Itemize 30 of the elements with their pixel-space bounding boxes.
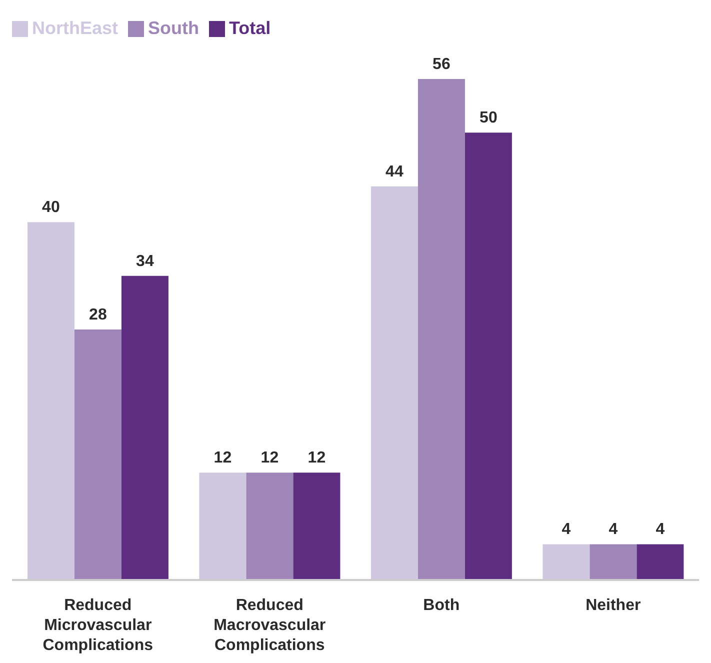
bar	[121, 276, 168, 580]
bar	[74, 330, 122, 580]
legend-label: South	[148, 18, 200, 38]
data-label: 50	[480, 110, 498, 127]
bar	[542, 544, 590, 580]
bar	[199, 472, 246, 580]
x-tick-label: Reduced Microvascular Complications	[42, 597, 154, 654]
data-label: 4	[562, 521, 571, 538]
x-tick-label: Both	[423, 597, 460, 614]
data-label: 56	[432, 56, 450, 73]
data-label: 44	[386, 163, 404, 180]
legend-label: Total	[229, 18, 271, 38]
x-tick-label: Neither	[586, 597, 641, 614]
data-label: 12	[308, 450, 326, 467]
bar	[293, 472, 340, 580]
bar	[246, 472, 294, 580]
data-label: 12	[214, 450, 232, 467]
x-tick-label: Reduced Macrovascular Complications	[214, 597, 326, 654]
data-label: 28	[89, 306, 107, 324]
bar	[27, 222, 74, 580]
data-label: 34	[136, 252, 154, 270]
data-label: 4	[656, 521, 665, 538]
data-label: 40	[42, 199, 60, 216]
data-label: 12	[260, 450, 279, 467]
bar	[370, 186, 418, 580]
data-label: 4	[608, 521, 618, 538]
bar	[590, 544, 637, 580]
bar	[636, 544, 684, 580]
bar	[418, 79, 465, 580]
bar	[464, 132, 512, 580]
